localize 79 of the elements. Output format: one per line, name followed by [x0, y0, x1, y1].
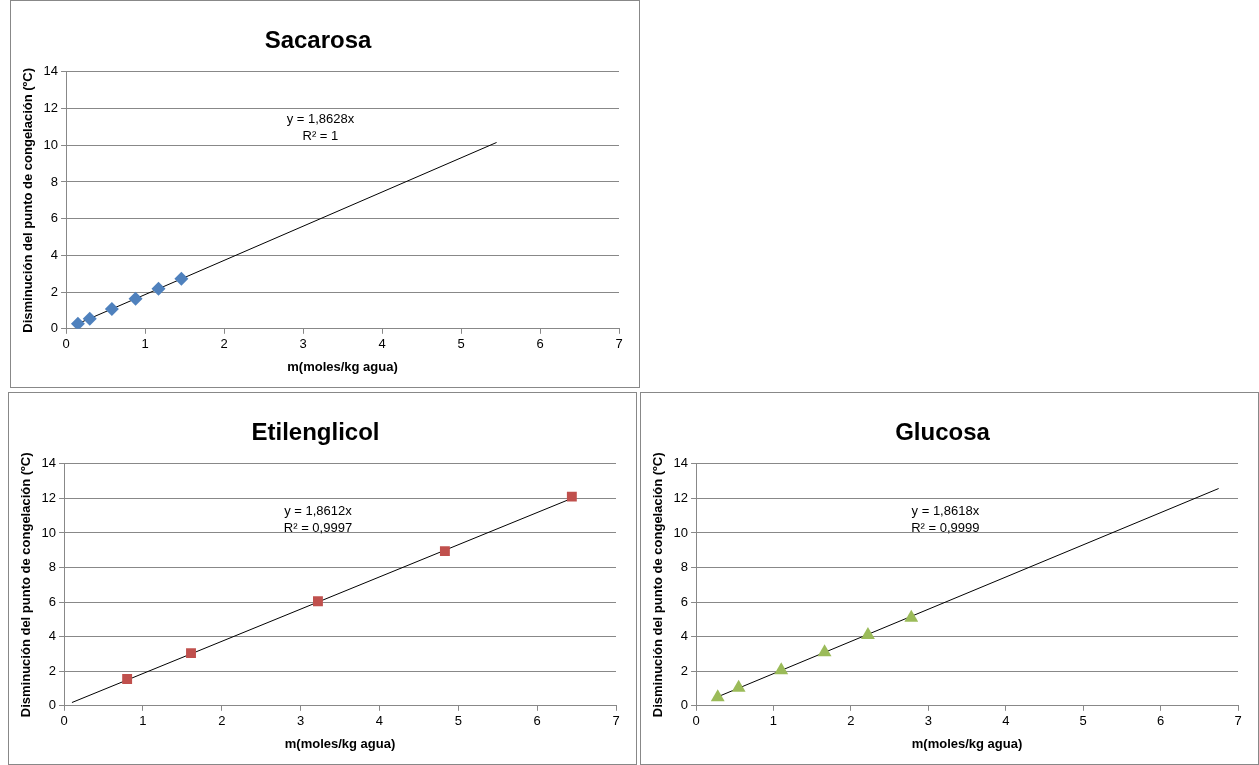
x-tick-label: 3	[299, 336, 307, 352]
x-axis-title: m(moles/kg agua)	[284, 735, 396, 751]
y-tick-label: 2	[680, 662, 689, 678]
x-tick-label: 7	[1234, 713, 1242, 729]
y-tick-label: 14	[43, 63, 59, 79]
y-axis-title: Disminución del punto de congelación (ºC)	[650, 452, 666, 718]
y-tick-label: 8	[50, 173, 59, 189]
x-tick-label: 5	[454, 713, 462, 729]
y-tick-label: 4	[48, 628, 57, 644]
x-tick-label: 0	[692, 713, 700, 729]
y-tick-label: 4	[50, 246, 59, 262]
y-axis-title: Disminución del punto de congelación (ºC)	[18, 452, 34, 718]
x-tick-label: 4	[1002, 713, 1010, 729]
point	[151, 281, 166, 296]
x-tick-label: 2	[847, 713, 855, 729]
annotation: R² = 0,9997	[283, 520, 353, 536]
x-tick-label: 2	[218, 713, 226, 729]
y-tick-label: 0	[680, 697, 689, 713]
chart-title: Etilenglicol	[251, 418, 380, 446]
x-axis-title: m(moles/kg agua)	[287, 358, 398, 374]
point	[70, 316, 85, 329]
y-tick-label: 0	[50, 320, 59, 336]
y-tick-label: 10	[673, 524, 689, 540]
y-tick-label: 8	[680, 559, 689, 575]
x-tick-label: 6	[536, 336, 544, 352]
annotation: R² = 0,9999	[911, 520, 980, 536]
point	[731, 679, 746, 692]
x-tick-label: 1	[139, 713, 147, 729]
x-tick-label: 3	[296, 713, 305, 729]
y-axis-title: Disminución del punto de congelación (ºC)	[20, 67, 36, 333]
x-tick-label: 7	[615, 336, 623, 352]
x-tick-label: 0	[62, 336, 70, 352]
annotation: y = 1,8628x	[286, 111, 355, 127]
x-axis-title: m(moles/kg agua)	[911, 735, 1023, 751]
y-tick-label: 8	[48, 559, 57, 575]
point	[104, 301, 119, 316]
point	[817, 644, 832, 657]
annotation: y = 1,8618x	[911, 503, 980, 519]
point	[82, 311, 97, 326]
y-tick-label: 12	[43, 100, 59, 116]
point	[186, 648, 196, 659]
x-tick-label: 3	[924, 713, 932, 729]
y-tick-label: 4	[680, 628, 689, 644]
x-tick-label: 1	[141, 336, 149, 352]
annotation: y = 1,8612x	[284, 503, 353, 519]
point	[313, 596, 323, 607]
point	[122, 674, 133, 684]
x-tick-label: 1	[769, 713, 778, 729]
x-tick-label: 2	[220, 336, 228, 352]
annotation: R² = 1	[302, 128, 339, 144]
point	[128, 291, 143, 306]
point	[439, 546, 450, 557]
x-tick-label: 5	[1079, 713, 1087, 729]
y-tick-label: 14	[673, 455, 689, 471]
point	[710, 689, 725, 702]
point	[861, 626, 875, 639]
y-tick-label: 2	[50, 283, 59, 299]
point	[904, 609, 919, 622]
chart-title: Glucosa	[895, 418, 991, 446]
point	[566, 491, 577, 502]
y-tick-label: 2	[48, 662, 57, 678]
point	[774, 662, 789, 675]
point	[174, 271, 189, 286]
x-tick-label: 4	[375, 713, 384, 729]
y-tick-label: 6	[50, 210, 59, 226]
x-tick-label: 4	[378, 336, 386, 352]
y-tick-label: 12	[41, 489, 57, 505]
x-tick-label: 7	[612, 713, 620, 729]
x-tick-label: 6	[1156, 713, 1165, 729]
y-tick-label: 0	[48, 697, 57, 713]
y-tick-label: 6	[48, 593, 57, 609]
x-tick-label: 6	[533, 713, 541, 729]
chart-title: Sacarosa	[264, 26, 373, 54]
y-tick-label: 10	[41, 524, 57, 540]
y-tick-label: 6	[680, 593, 689, 609]
y-tick-label: 14	[41, 455, 57, 471]
x-tick-label: 5	[457, 336, 465, 352]
y-tick-label: 10	[43, 136, 59, 152]
y-tick-label: 12	[673, 489, 689, 505]
